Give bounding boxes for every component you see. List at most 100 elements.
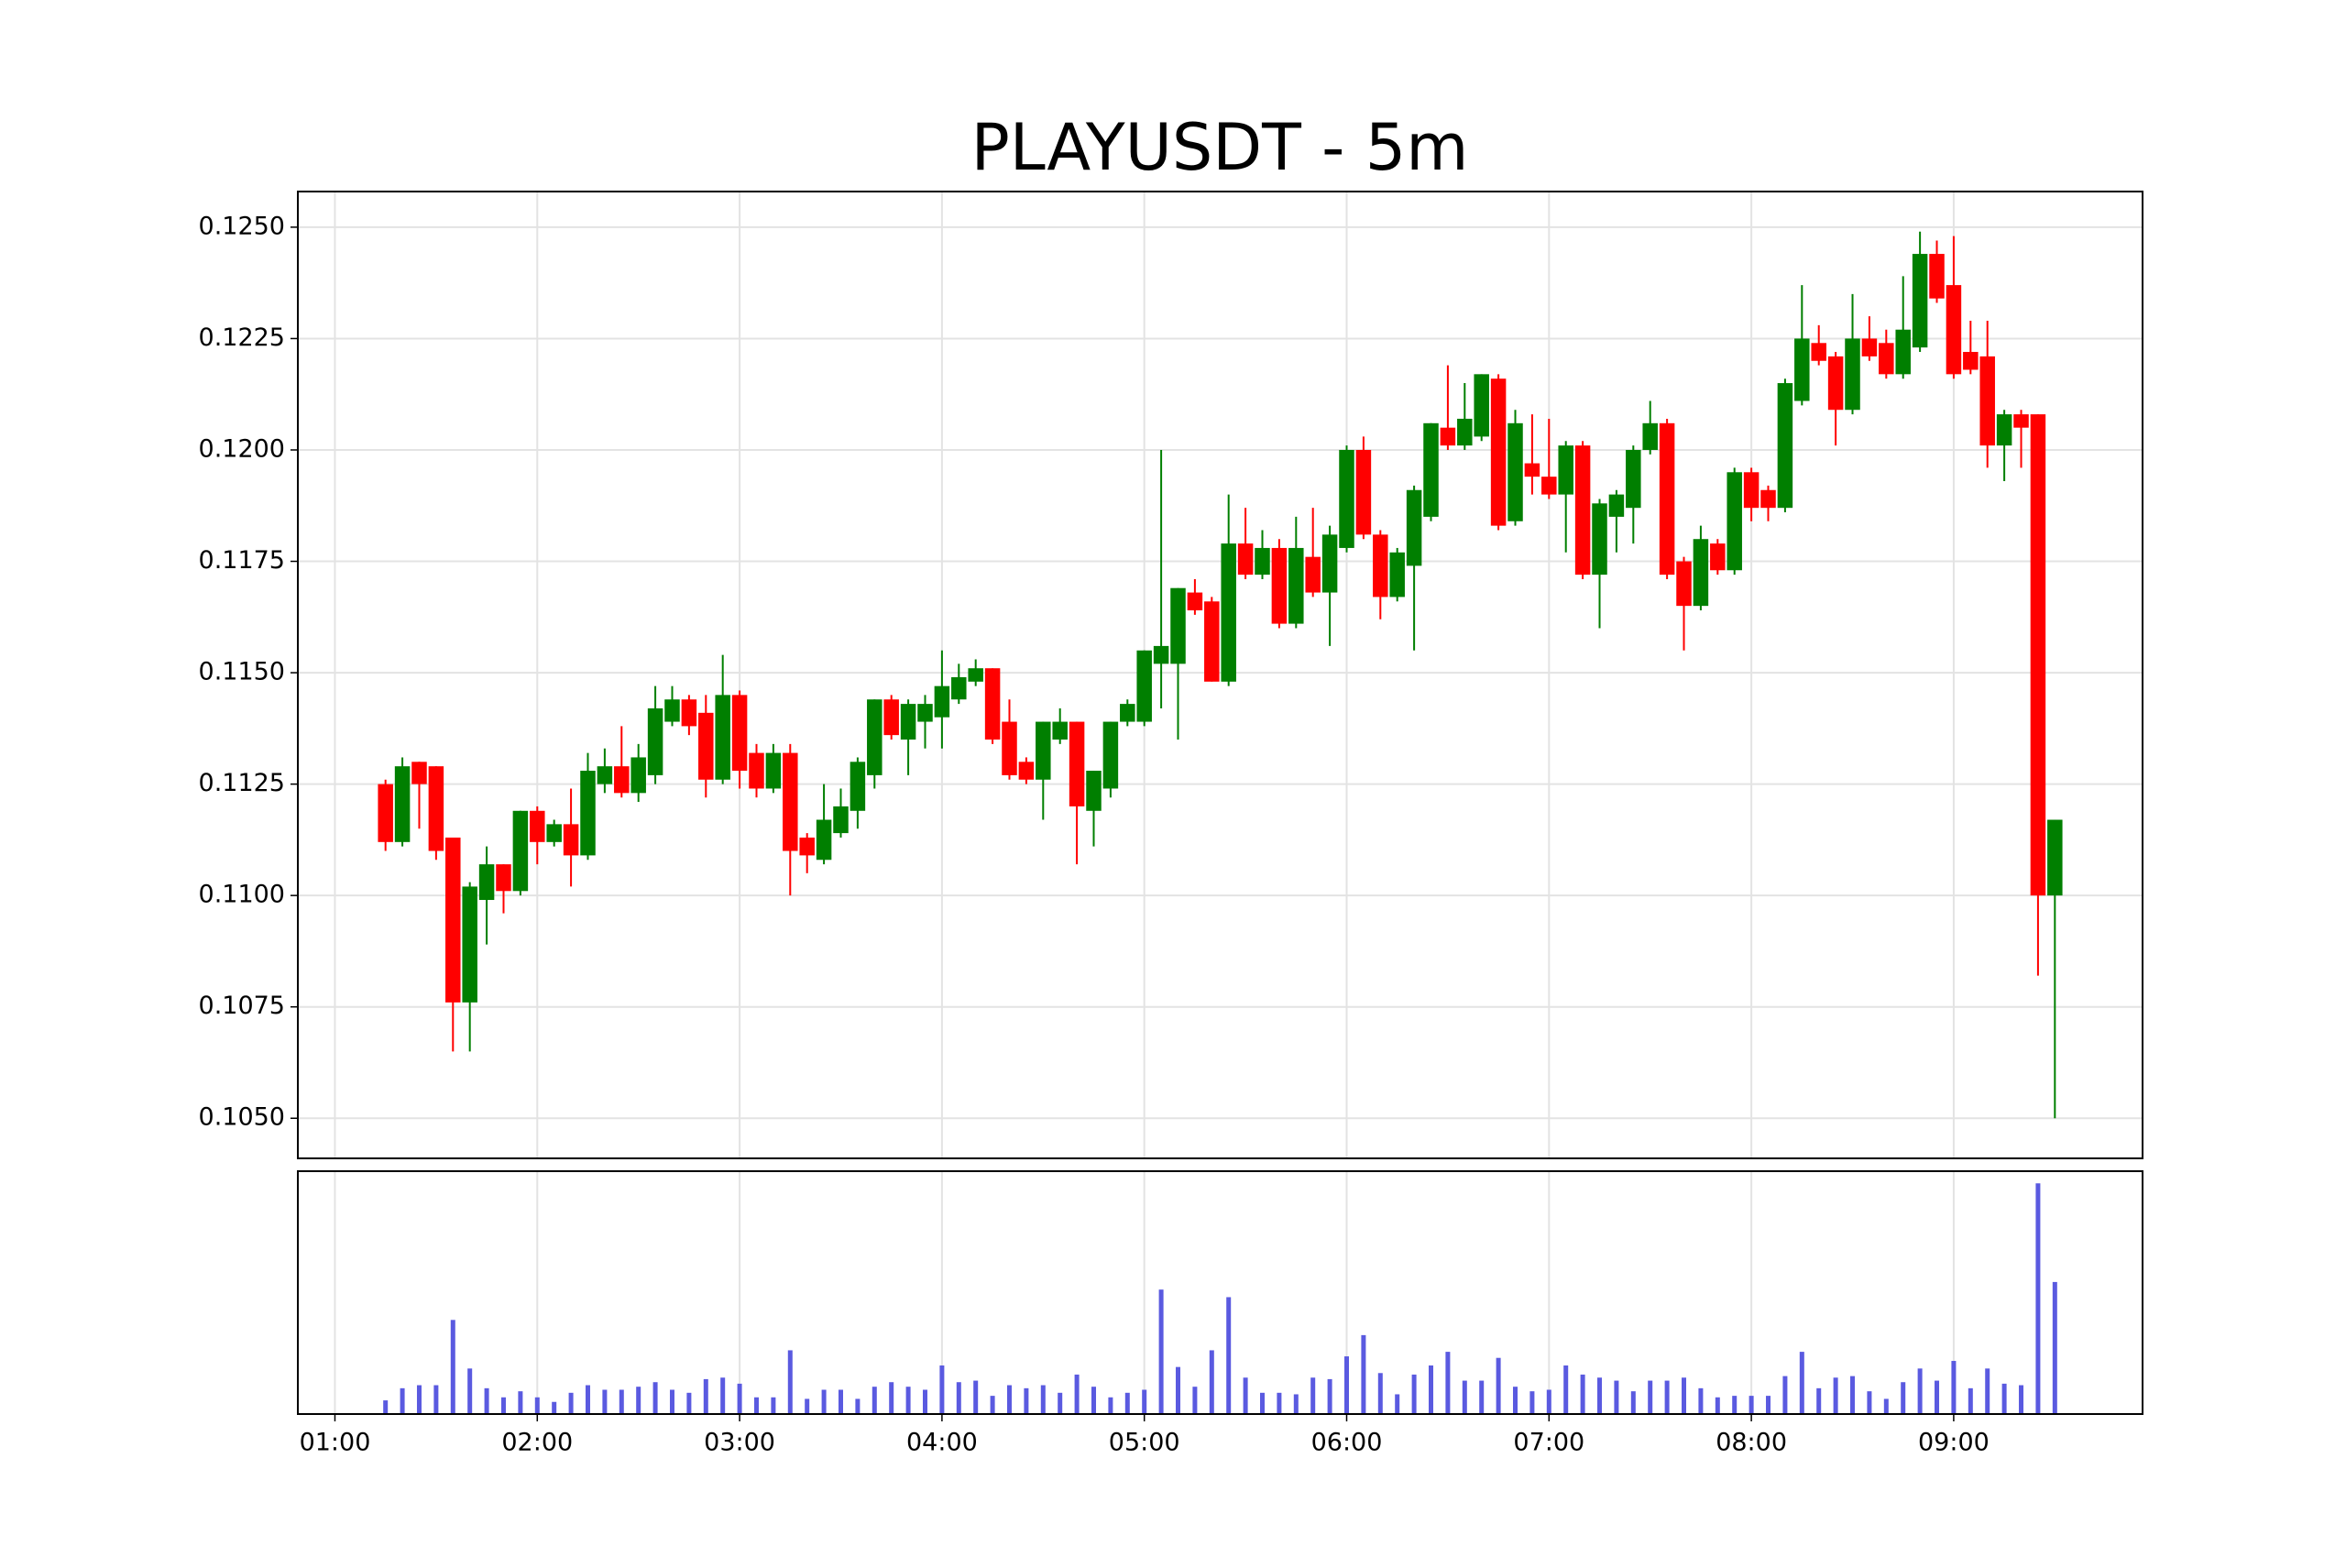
volume-bar: [484, 1387, 489, 1414]
volume-bar: [619, 1389, 624, 1414]
volume-bar: [805, 1398, 810, 1414]
x-tick-label: 05:00: [1109, 1429, 1180, 1457]
candle-body: [496, 864, 511, 892]
x-tick-label: 01:00: [300, 1429, 371, 1457]
volume-bar: [753, 1397, 759, 1414]
candle-body: [428, 766, 444, 851]
volume-bar: [1429, 1365, 1434, 1414]
volume-bar: [1293, 1394, 1299, 1414]
volume-bar: [1732, 1396, 1738, 1414]
volume-bar: [400, 1387, 405, 1414]
candle-body: [1710, 543, 1726, 571]
candle-body: [1608, 494, 1625, 517]
y-tick-label: 0.1100: [199, 881, 285, 909]
volume-bar: [686, 1392, 692, 1414]
candle-body: [647, 707, 663, 775]
volume-bar: [1040, 1385, 1046, 1414]
volume-bar: [1142, 1389, 1147, 1414]
candle-body: [968, 668, 983, 682]
volume-bar: [855, 1398, 861, 1414]
volume-bar: [1782, 1376, 1788, 1414]
volume-bar: [636, 1387, 641, 1414]
candle-body: [1440, 427, 1456, 446]
volume-bar: [1192, 1387, 1198, 1414]
candle-body: [478, 864, 495, 901]
candle-body: [1524, 463, 1540, 477]
volume-bar: [1968, 1387, 1973, 1414]
volume-bar: [720, 1377, 726, 1414]
candle-body: [1086, 771, 1102, 811]
candle-body: [1845, 338, 1860, 411]
volume-bar: [1614, 1380, 1619, 1414]
volume-bar: [1175, 1366, 1180, 1414]
candle-body: [1659, 422, 1675, 576]
candle-body: [1879, 343, 1894, 375]
volume-bar: [1816, 1387, 1822, 1414]
volume-bar: [2001, 1383, 2007, 1414]
x-tick-label: 02:00: [501, 1429, 573, 1457]
candle-body: [681, 699, 697, 727]
candle-body: [1069, 721, 1085, 806]
volume-bar: [1124, 1392, 1130, 1414]
volume-bar: [1563, 1365, 1569, 1414]
volume-bar: [1395, 1394, 1400, 1414]
y-tick-label: 0.1125: [199, 769, 285, 797]
volume-bar: [1091, 1387, 1096, 1414]
candle-body: [1271, 547, 1288, 624]
candle-body: [883, 699, 899, 736]
y-tick-label: 0.1150: [199, 658, 285, 686]
volume-bar: [787, 1350, 793, 1414]
candle-body: [1777, 383, 1793, 509]
candle-body: [917, 704, 933, 722]
volume-bar: [518, 1391, 523, 1414]
x-tick-label: 03:00: [704, 1429, 775, 1457]
volume-bar: [889, 1382, 894, 1414]
volume-bar: [1243, 1377, 1248, 1414]
volume-bar: [1597, 1377, 1603, 1414]
candle-body: [1912, 254, 1928, 348]
y-tick-label: 0.1200: [199, 434, 285, 463]
candle-body: [867, 699, 882, 775]
candle-body: [2013, 414, 2029, 428]
volume-bar: [1277, 1392, 1282, 1414]
volume-bar: [1901, 1382, 1906, 1414]
candle-body: [1423, 422, 1439, 517]
candle-body: [1507, 422, 1523, 521]
x-tick-label: 07:00: [1513, 1429, 1584, 1457]
price-axes-frame: [297, 191, 2143, 1159]
candle-body: [715, 695, 730, 780]
volume-bar: [1361, 1334, 1366, 1414]
candle-body: [1204, 601, 1220, 682]
candle-body: [1929, 254, 1945, 299]
volume-bar: [1158, 1289, 1164, 1414]
volume-bar: [990, 1396, 995, 1414]
candle-body: [1693, 539, 1709, 607]
candle-body: [1102, 721, 1119, 789]
volume-bar: [534, 1397, 540, 1414]
volume-bar: [500, 1397, 506, 1414]
candle-body: [1592, 503, 1607, 576]
candle-body: [394, 766, 411, 842]
volume-bar: [2019, 1385, 2024, 1414]
candle-body: [749, 752, 764, 789]
candle-body: [630, 757, 646, 794]
candle-body: [530, 810, 545, 842]
volume-bar: [669, 1389, 674, 1414]
volume-bar: [1344, 1356, 1350, 1414]
volume-bar: [922, 1389, 927, 1414]
candle-body: [1136, 650, 1152, 722]
candle-body: [1457, 418, 1473, 446]
volume-bar: [1462, 1380, 1467, 1414]
volume-bar: [1867, 1391, 1872, 1414]
volume-bar: [1411, 1374, 1417, 1414]
candle-body: [850, 762, 866, 811]
candle-body: [1558, 445, 1573, 495]
candle-body: [1120, 704, 1135, 722]
candle-body: [1727, 472, 1742, 571]
volume-bar: [1917, 1368, 1923, 1414]
candle-body: [1794, 338, 1810, 401]
volume-bar: [1850, 1376, 1856, 1414]
candle-body: [1743, 472, 1760, 509]
volume-bar: [1006, 1385, 1012, 1414]
candle-body: [1052, 721, 1068, 740]
